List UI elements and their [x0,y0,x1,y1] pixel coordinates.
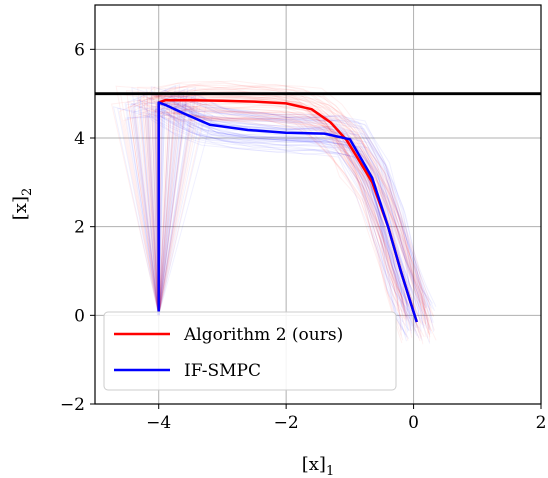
y-axis-label: [x]2 [10,188,35,220]
sample-trajectory [158,93,427,329]
sample-trajectory [143,93,435,331]
sample-trajectory [112,106,408,338]
x-tick-label: 2 [536,413,547,433]
sample-trajectory [158,111,431,338]
sample-trajectory [144,100,415,331]
sample-trajectory [125,85,408,316]
sample-trajectory [138,98,403,344]
sample-trajectory [158,105,417,333]
y-tick-label: 6 [74,40,85,60]
legend: Algorithm 2 (ours) IF-SMPC [103,311,397,391]
sample-trajectory [110,96,404,319]
sample-trajectory [145,88,409,316]
sample-trajectory [158,97,427,316]
sample-trajectory [125,116,420,339]
sample-trajectory [158,97,433,323]
sample-trajectory [146,93,407,326]
sample-trajectory [153,83,402,316]
sample-trajectory [144,114,423,341]
sample-trajectory [158,96,426,327]
x-axis-label: [x]1 [302,454,334,478]
sample-trajectory [155,93,405,320]
y-tick-label: −2 [60,395,85,415]
sample-trajectory [158,96,430,330]
sample-trajectory [150,105,404,323]
y-tick-label: 4 [74,129,85,149]
sample-trajectory [158,103,437,341]
sample-trajectory [158,97,425,323]
sample-trajectory [141,94,407,319]
y-tick-label: 2 [74,218,85,238]
sample-trajectory [118,94,401,318]
plot-frame [94,4,542,405]
sample-trajectory [154,108,412,331]
sample-trajectory [127,101,402,336]
sample-trajectory [139,96,425,316]
x-tick-label: 0 [408,413,419,433]
sample-trajectory [123,113,409,341]
sample-trajectory [153,110,420,329]
sample-trajectory [136,93,435,317]
legend-box [103,311,397,391]
series-line-if-smpc [157,101,418,323]
y-tick-label: 0 [74,306,85,326]
sample-trajectory [150,95,406,321]
x-tick-label: −4 [146,413,171,433]
sample-trajectory [146,107,417,328]
sample-trajectory [158,100,422,332]
sample-trajectory [157,101,410,319]
sample-trajectory [158,87,431,316]
sample-trajectory [158,100,415,319]
sample-trajectory [150,94,408,321]
sample-trajectory [158,84,424,316]
legend-label-if-smpc: IF-SMPC [184,361,261,381]
sample-trajectories [110,80,437,345]
sample-trajectory [148,109,409,331]
sample-trajectory [132,82,423,316]
sample-trajectory [150,86,437,316]
sample-trajectory [131,87,419,317]
sample-trajectory [158,95,408,318]
ticks: −4 −2 0 2 −2 0 2 4 6 [60,40,546,433]
sample-trajectory [148,106,430,331]
sample-trajectory [158,87,413,320]
sample-trajectory [158,113,432,334]
sample-trajectory [158,88,421,316]
sample-trajectory [158,107,430,339]
sample-trajectory [139,92,417,329]
sample-trajectory [158,86,432,316]
sample-trajectory [158,107,415,327]
sample-trajectory [117,107,410,331]
sample-trajectory [158,99,413,332]
sample-trajectory [115,82,409,316]
x-tick-label: −2 [274,413,299,433]
sample-trajectory [148,86,427,316]
sample-trajectory [146,91,434,317]
sample-trajectory [158,114,431,344]
sample-trajectory [158,93,413,327]
sample-trajectory [158,109,435,332]
sample-trajectory [133,105,413,334]
sample-trajectory [141,94,427,338]
legend-label-algorithm-2: Algorithm 2 (ours) [183,325,343,345]
sample-trajectory [158,99,422,320]
sample-trajectory [136,95,410,339]
sample-trajectory [158,99,417,318]
sample-trajectory [129,96,405,316]
sample-trajectory [155,80,429,316]
sample-trajectory [158,101,423,326]
sample-trajectory [150,94,433,316]
sample-trajectory [154,105,402,331]
sample-trajectory [147,104,403,331]
sample-trajectory [125,101,418,318]
sample-trajectory [145,108,407,342]
series-lines [157,99,418,323]
sample-trajectory [127,115,418,337]
